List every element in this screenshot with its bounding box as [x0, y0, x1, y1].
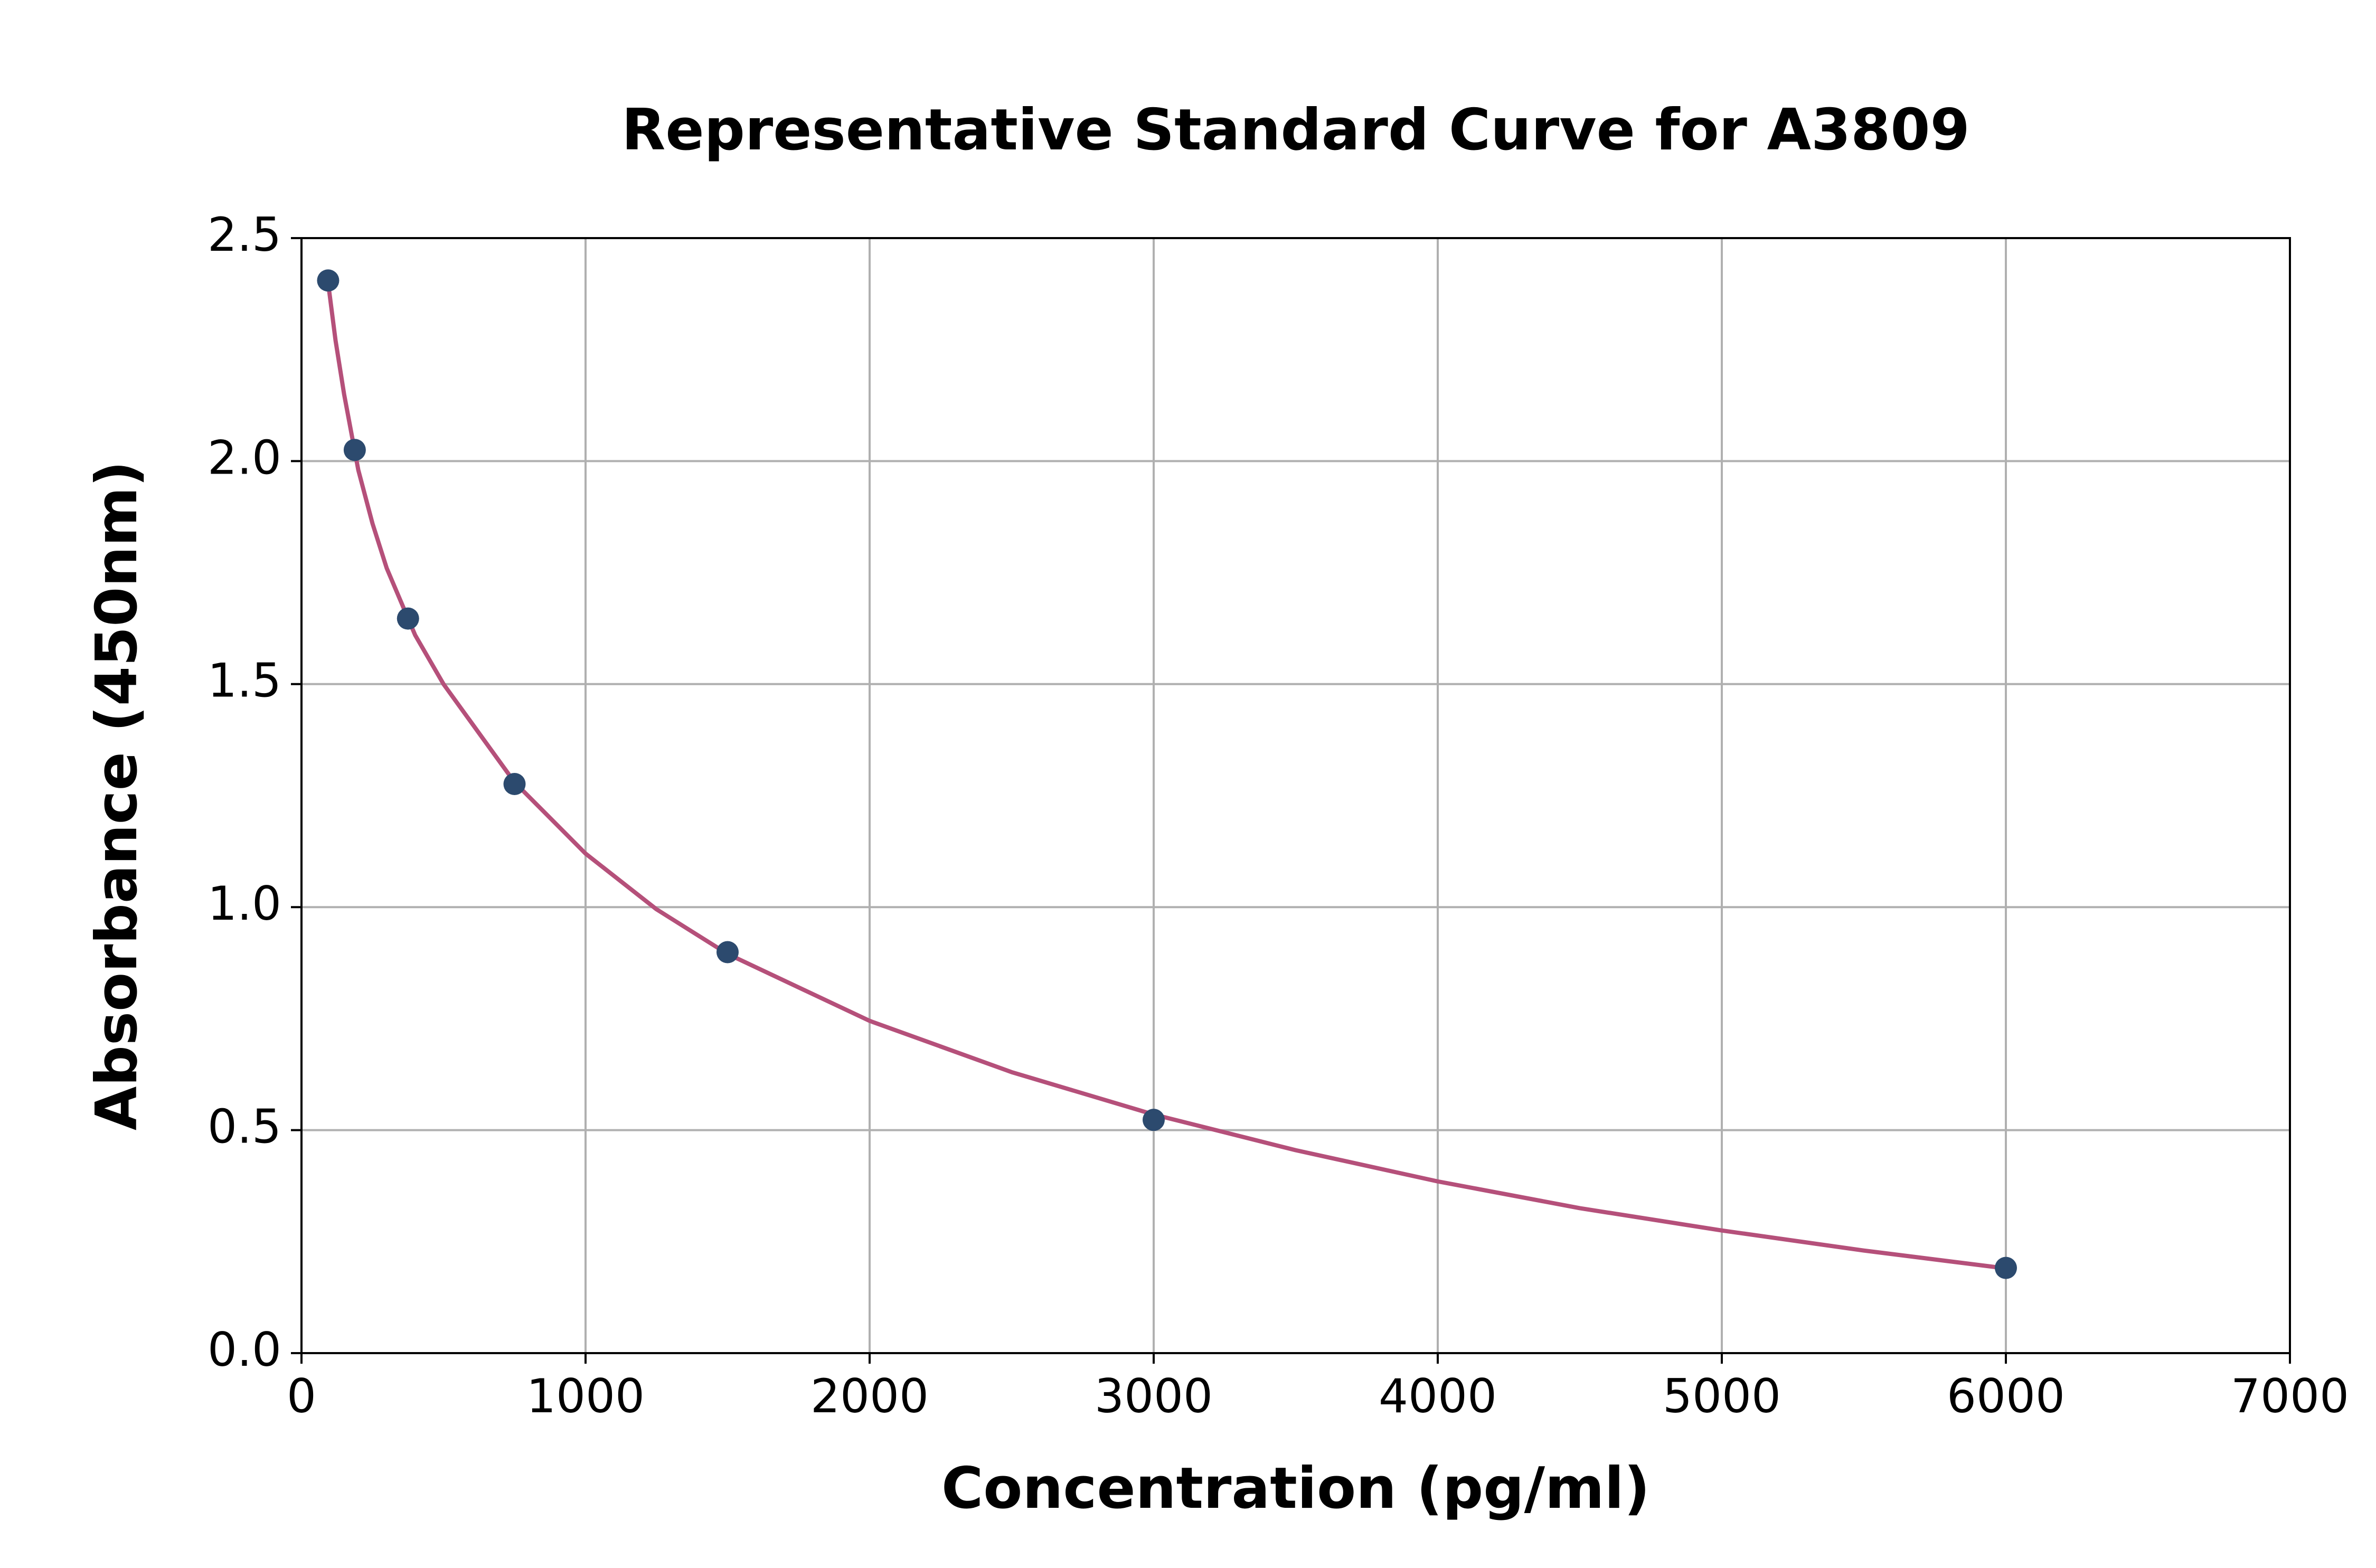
- data-point: [397, 607, 419, 630]
- y-tick-label: 2.5: [208, 207, 281, 262]
- data-point: [1143, 1109, 1165, 1131]
- y-tick-label: 1.5: [208, 654, 281, 708]
- y-axis-label: Absorbance (450nm): [84, 461, 150, 1130]
- data-point: [343, 439, 366, 461]
- y-tick-label: 0.0: [208, 1323, 281, 1377]
- y-tick-label: 2.0: [208, 430, 281, 485]
- y-tick-label: 1.0: [208, 876, 281, 931]
- data-point: [1995, 1257, 2017, 1279]
- x-tick-label: 3000: [1095, 1369, 1213, 1423]
- data-point: [716, 941, 739, 964]
- chart-title: Representative Standard Curve for A3809: [621, 97, 1969, 163]
- x-tick-label: 4000: [1379, 1369, 1497, 1423]
- plot-frame: [300, 237, 2291, 1354]
- x-axis-label: Concentration (pg/ml): [941, 1456, 1650, 1522]
- x-tick-label: 6000: [1947, 1369, 2065, 1423]
- x-tick-label: 1000: [526, 1369, 645, 1423]
- data-point: [317, 269, 340, 292]
- y-tick-label: 0.5: [208, 1100, 281, 1154]
- x-tick-label: 2000: [810, 1369, 929, 1423]
- x-tick-label: 7000: [2231, 1369, 2349, 1423]
- data-point: [503, 773, 526, 796]
- x-tick-label: 0: [287, 1369, 316, 1423]
- x-tick-label: 5000: [1663, 1369, 1781, 1423]
- fit-curve: [326, 282, 2006, 1271]
